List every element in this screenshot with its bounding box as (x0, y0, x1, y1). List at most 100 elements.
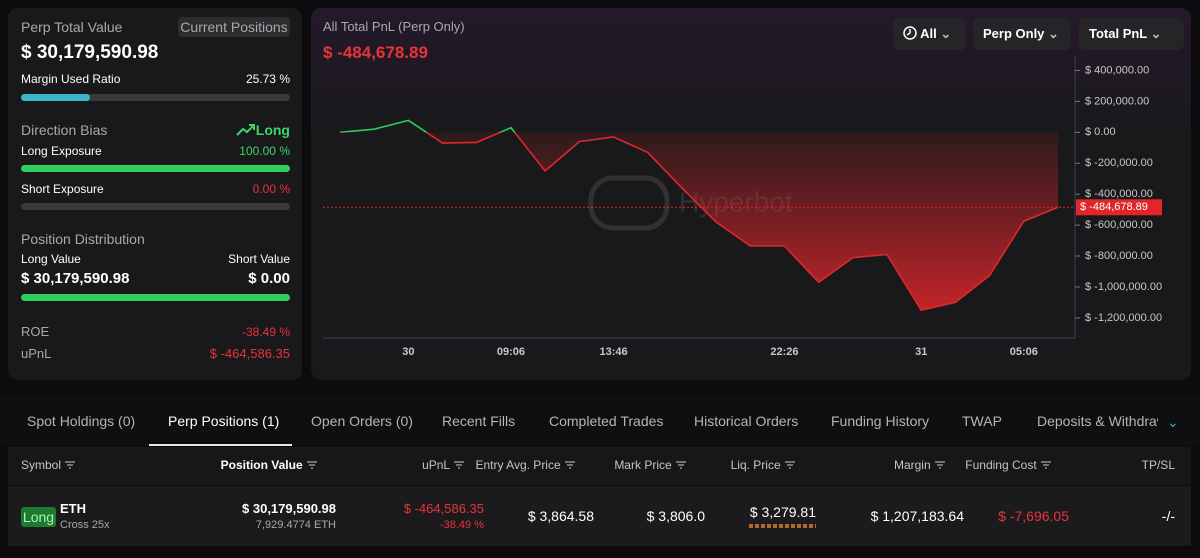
tab[interactable]: Completed Trades (549, 413, 664, 429)
pnl-line-negative (340, 132, 1059, 312)
active-tab-underline (149, 444, 292, 446)
dropdown-label: Perp Only (983, 26, 1045, 41)
label: uPnL (21, 346, 52, 361)
y-tick-label: $ -400,000.00 (1085, 188, 1153, 200)
column-header[interactable]: Liq. Price (731, 458, 796, 472)
column-header[interactable]: Symbol (21, 458, 76, 472)
y-tick-label: $ -600,000.00 (1085, 219, 1153, 231)
symbol: ETH (60, 501, 86, 516)
column-header[interactable]: Entry Avg. Price (476, 458, 577, 472)
tpsl: -/- (1161, 508, 1175, 524)
dropdown-label: Total PnL (1089, 26, 1148, 41)
column-header[interactable]: TP/SL (1142, 458, 1175, 472)
value: 0.00 % (252, 182, 290, 196)
margin: $ 1,207,183.64 (870, 508, 964, 524)
y-tick-label: $ 0.00 (1085, 126, 1116, 138)
mark-price: $ 3,806.0 (646, 508, 705, 524)
filter-icon[interactable] (934, 460, 946, 470)
filter-icon[interactable] (784, 460, 796, 470)
badge[interactable]: Current Positions (178, 17, 290, 37)
tab[interactable]: Spot Holdings (0) (27, 413, 136, 429)
filter-icon[interactable] (564, 460, 576, 470)
chart-current: $ -484,678.89 (323, 43, 428, 62)
tab[interactable]: Historical Orders (694, 413, 799, 429)
progress-track (21, 94, 290, 101)
dropdown[interactable]: All ⌄ (893, 18, 966, 50)
label: Position Distribution (21, 231, 145, 247)
value: Long (255, 122, 290, 138)
column-title: Liq. Price (730, 458, 781, 472)
progress-track (21, 203, 290, 210)
filter-icon[interactable] (64, 460, 76, 470)
y-tick-label: $ -1,200,000.00 (1085, 312, 1162, 324)
column-title: TP/SL (1141, 458, 1175, 472)
tab-bar (0, 396, 1200, 446)
clock-icon (903, 26, 917, 40)
distribution-bar (21, 294, 290, 301)
tab[interactable]: Deposits & Withdraw (1037, 413, 1158, 429)
y-tick-label: $ -800,000.00 (1085, 250, 1153, 262)
y-tick-label: $ 400,000.00 (1085, 64, 1149, 76)
pnl-chart: Hyperbot $ 400,000.00$ 200,000.00$ 0.00$… (323, 55, 1162, 358)
column-title: Funding Cost (965, 458, 1037, 472)
filter-icon[interactable] (306, 460, 318, 470)
column-title: Symbol (21, 458, 62, 472)
x-tick-label: 22:26 (770, 346, 798, 358)
y-tick-label: $ 200,000.00 (1085, 95, 1149, 107)
x-tick-label: 05:06 (1010, 346, 1038, 358)
label: ROE (21, 324, 50, 339)
value: 25.73 % (245, 72, 290, 86)
tab[interactable]: Recent Fills (442, 413, 516, 429)
filter-icon[interactable] (675, 460, 687, 470)
value: $ 30,179,590.98 (21, 270, 130, 287)
trend-icon (236, 124, 255, 136)
value: 100.00 % (239, 144, 290, 158)
label: Long Value (21, 252, 81, 266)
upnl-percent: -38.49 % (439, 519, 484, 531)
label: Short Value (228, 252, 290, 266)
x-tick-label: 30 (402, 346, 414, 358)
column-header[interactable]: Position Value (221, 458, 318, 472)
funding-cost: $ -7,696.05 (998, 508, 1069, 524)
position-value: $ 30,179,590.98 (242, 501, 336, 516)
x-tick-label: 13:46 (599, 346, 627, 358)
column-header[interactable]: Funding Cost (965, 458, 1052, 472)
scroll-chevron[interactable]: ⌄ (1167, 414, 1179, 430)
total-value: $ 30,179,590.98 (21, 42, 159, 63)
dropdown[interactable]: Perp Only ⌄ (973, 18, 1071, 50)
tab[interactable]: Funding History (831, 413, 930, 429)
x-tick-label: 09:06 (497, 346, 525, 358)
tab[interactable]: Open Orders (0) (311, 413, 413, 429)
margin-mode: Cross 25x (60, 519, 110, 531)
column-title: Mark Price (614, 458, 672, 472)
current-value-label: $ -484,678.89 (1080, 201, 1148, 213)
filter-icon[interactable] (453, 460, 465, 470)
tab[interactable]: TWAP (962, 413, 1002, 429)
summary-panel (8, 8, 302, 380)
label: Perp Total Value (21, 19, 123, 35)
column-header[interactable]: Margin (894, 458, 946, 472)
entry-price: $ 3,864.58 (527, 508, 594, 524)
value: $ 0.00 (248, 270, 290, 287)
y-tick-label: $ -1,000,000.00 (1085, 281, 1162, 293)
table-header (8, 447, 1191, 485)
label: Direction Bias (21, 122, 108, 138)
dropdown[interactable]: Total PnL ⌄ (1079, 18, 1184, 50)
filter-icon[interactable] (1040, 460, 1052, 470)
liq-price: $ 3,279.81 (749, 504, 816, 520)
column-header[interactable]: uPnL (422, 458, 465, 472)
progress-track (21, 165, 290, 172)
liq-risk-meter (749, 524, 816, 528)
progress-fill (21, 165, 290, 172)
progress-fill (21, 94, 91, 101)
column-title: Position Value (220, 458, 303, 472)
upnl: $ -464,586.35 (403, 501, 484, 516)
current-value-badge (1076, 199, 1162, 216)
y-tick-label: $ -200,000.00 (1085, 157, 1153, 169)
side-badge: Long (21, 507, 56, 527)
column-header[interactable]: Mark Price (614, 458, 687, 472)
chart-title: All Total PnL (Perp Only) (323, 19, 465, 34)
tab[interactable]: Perp Positions (1) (168, 413, 280, 429)
position-size: 7,929.4774 ETH (255, 519, 336, 531)
